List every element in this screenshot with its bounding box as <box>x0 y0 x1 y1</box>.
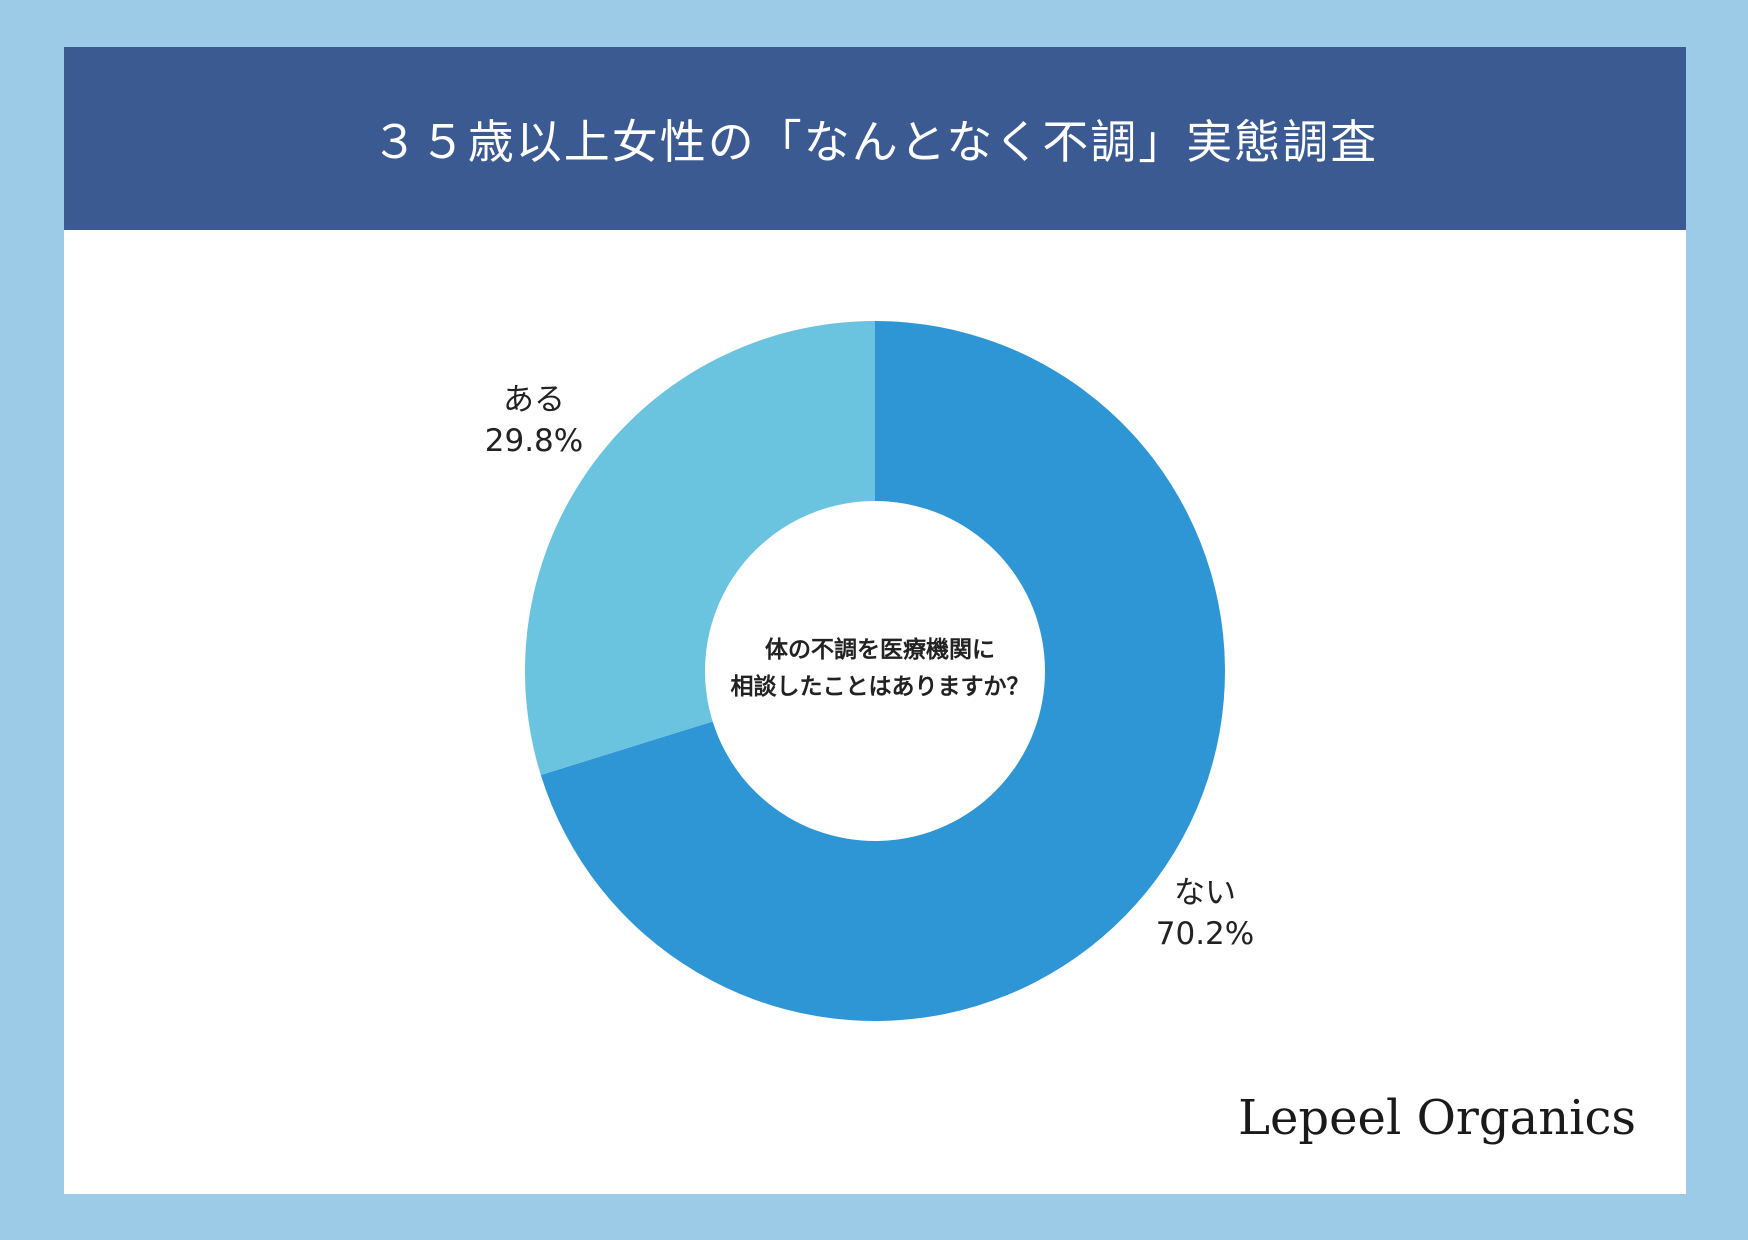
center-question-line: 体の不調を医療機関に <box>765 637 995 663</box>
center-question-line: 相談したことはありますか？ <box>730 674 1030 700</box>
slice-label-nai: ない 70.2% <box>1130 873 1280 957</box>
slice-label-value: 29.8% <box>484 423 584 459</box>
slice-label-aru: ある 29.8% <box>459 380 609 462</box>
page-title: ３５歳以上女性の「なんとなく不調」実態調査 <box>371 114 1379 169</box>
title-banner: ３５歳以上女性の「なんとなく不調」実態調査 <box>64 47 1686 230</box>
slice-label-name: ある <box>503 382 565 418</box>
donut-slice-nai <box>540 321 1225 1021</box>
slice-label-value: 70.2% <box>1141 913 1271 957</box>
brand-logo: Lepeel Organics <box>1238 1090 1636 1146</box>
slice-label-name: ない <box>1174 875 1236 911</box>
donut-slice-aru <box>525 321 875 775</box>
center-question: 体の不調を医療機関に 相談したことはありますか？ <box>660 632 1100 706</box>
